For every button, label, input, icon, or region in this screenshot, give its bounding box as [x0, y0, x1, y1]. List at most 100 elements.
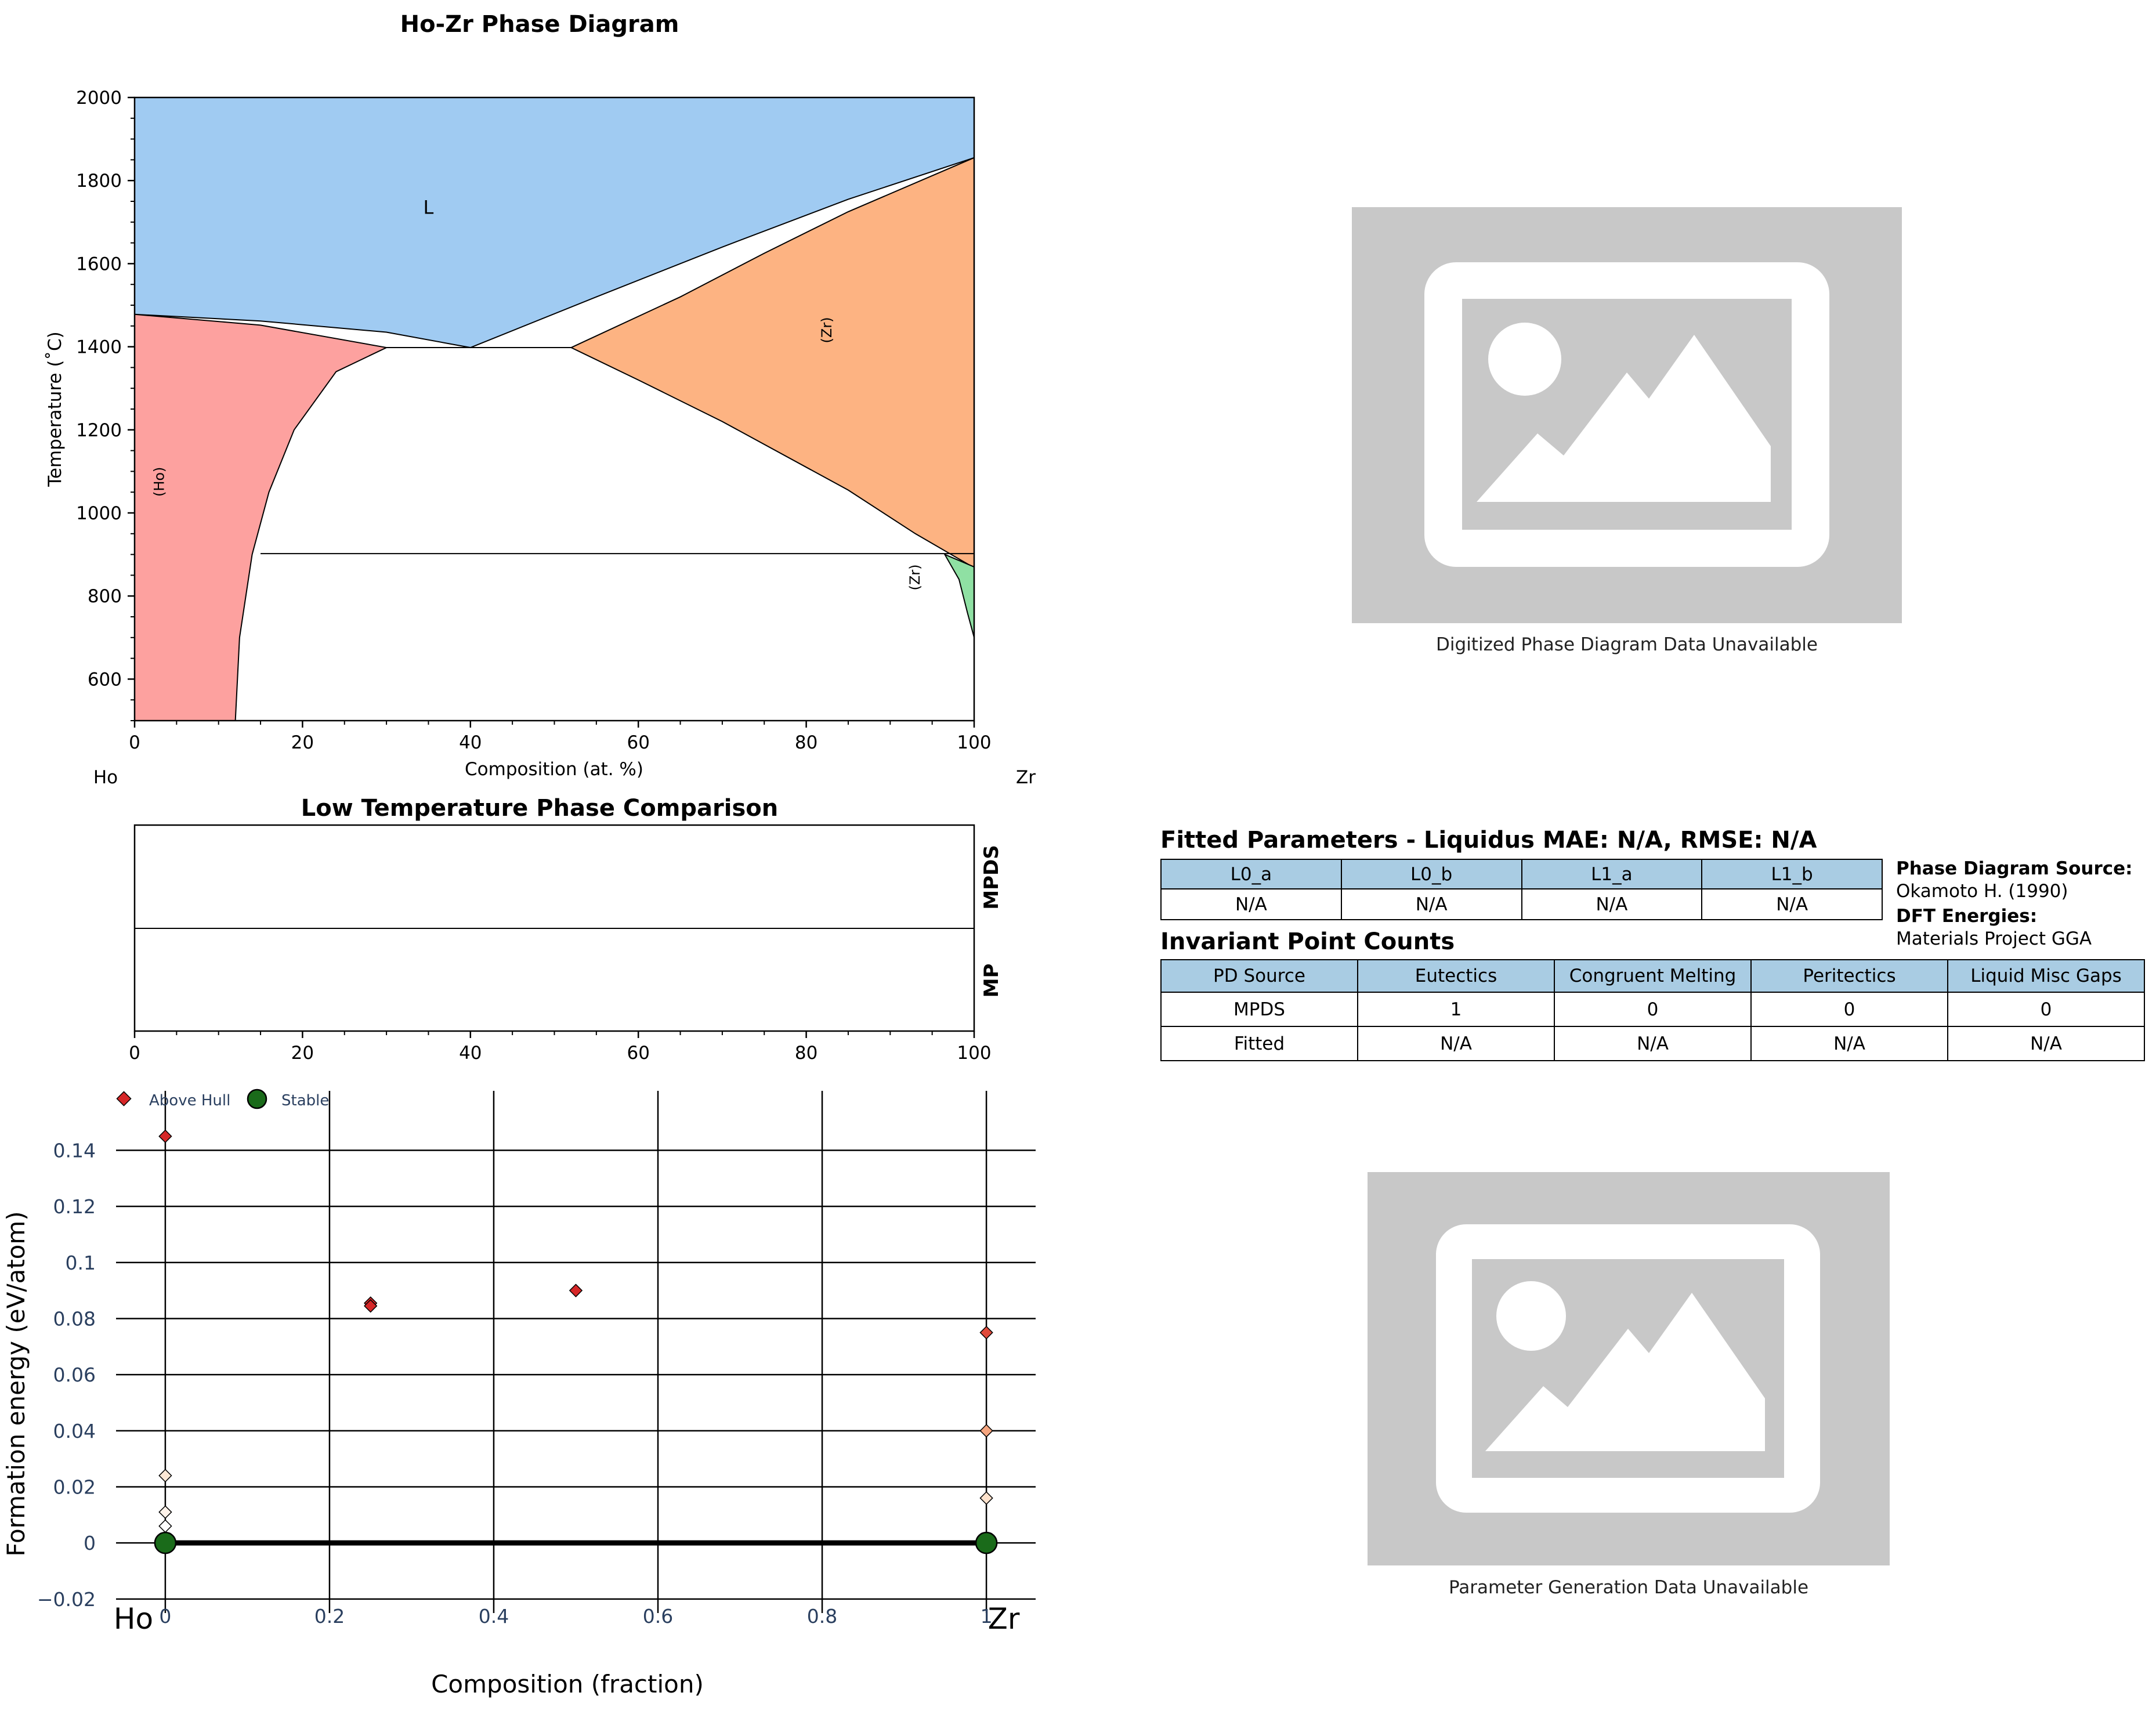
phase-diagram-chart: Ho-Zr Phase Diagram L (Zr) (Ho) (Zr) 0 20 40 6… — [45, 11, 1036, 788]
invariant-row-fitted: Fitted N/A N/A N/A N/A — [1160, 1026, 2145, 1061]
legend-label-stable: Stable — [281, 1092, 329, 1109]
invariant-header-row: PD Source Eutectics Congruent Melting Pe… — [1160, 959, 2145, 993]
digitized-image-placeholder — [1352, 207, 1902, 623]
invariant-cell: Fitted — [1160, 1026, 1358, 1061]
x-tick-label: 60 — [627, 732, 649, 753]
phase-label: (Ho) — [151, 467, 168, 497]
x-axis-label: Composition (fraction) — [431, 1670, 704, 1698]
x-tick-label: 100 — [957, 732, 991, 753]
fitted-header-cell: L1_b — [1701, 859, 1883, 889]
invariant-cell: 0 — [1750, 992, 1948, 1027]
y-tick-label: 800 — [88, 586, 122, 607]
legend-label-above-hull: Above Hull — [149, 1092, 230, 1109]
phase-label: L — [424, 196, 434, 218]
y-tick-label: 600 — [88, 669, 122, 690]
image-placeholder-icon — [1436, 1224, 1820, 1513]
fitted-parameters-title: Fitted Parameters - Liquidus MAE: N/A, R… — [1160, 827, 1817, 854]
row-label-mp: MP — [980, 964, 1003, 998]
x-tick-label: 20 — [291, 732, 314, 753]
image-placeholder-icon — [1424, 262, 1829, 567]
x-tick-label: 100 — [957, 1043, 991, 1064]
element-right-label: Zr — [1016, 767, 1036, 788]
x-tick-label: 80 — [795, 732, 817, 753]
phase-label: (Zr) — [819, 317, 835, 343]
parameter-caption: Parameter Generation Data Unavailable — [1448, 1577, 1809, 1598]
fitted-value-row: N/A N/A N/A N/A — [1160, 888, 1883, 920]
phase-diagram-title: Ho-Zr Phase Diagram — [400, 11, 679, 38]
y-tick-label: −0.02 — [37, 1588, 96, 1611]
pd-source-label: Phase Diagram Source: — [1896, 858, 2133, 879]
parameter-image-placeholder — [1368, 1172, 1890, 1565]
invariant-counts-table: PD Source Eutectics Congruent Melting Pe… — [1160, 959, 2145, 1061]
formation-energy-chart: −0.02 0 0.02 0.04 0.06 0.08 0.1 0.12 0.14 0 0.2 0.… — [2, 1089, 1036, 1698]
x-tick-label: 0.2 — [314, 1605, 345, 1628]
above-hull-marker — [158, 1519, 172, 1533]
y-tick-label: 0.06 — [53, 1364, 96, 1386]
invariant-cell: N/A — [1357, 1026, 1555, 1061]
fitted-parameters-table: L0_a L0_b L1_a L1_b N/A N/A N/A N/A — [1160, 859, 1883, 920]
y-tick-label: 0.1 — [66, 1252, 96, 1274]
source-info: Phase Diagram Source: Okamoto H. (1990) … — [1896, 858, 2133, 950]
invariant-header-cell: Eutectics — [1357, 959, 1555, 993]
element-left-label: Ho — [114, 1602, 153, 1636]
invariant-cell: 1 — [1357, 992, 1555, 1027]
fitted-header-row: L0_a L0_b L1_a L1_b — [1160, 859, 1883, 889]
y-tick-label: 1600 — [76, 254, 122, 274]
y-axis-label: Formation energy (eV/atom) — [2, 1211, 30, 1556]
x-tick-label: 0 — [129, 1043, 140, 1064]
stable-marker — [154, 1531, 177, 1554]
above-hull-marker — [979, 1424, 993, 1438]
y-tick-label: 1000 — [76, 503, 122, 524]
above-hull-marker — [158, 1505, 172, 1519]
fitted-value-cell: N/A — [1521, 888, 1703, 920]
x-tick-label: 20 — [291, 1043, 314, 1064]
above-hull-marker — [979, 1491, 993, 1505]
invariant-cell: 0 — [1554, 992, 1752, 1027]
y-tick-label: 0.08 — [53, 1308, 96, 1330]
y-tick-label: 2000 — [76, 88, 122, 109]
above-hull-marker — [158, 1469, 172, 1482]
x-tick-label: 0.8 — [807, 1605, 837, 1628]
invariant-header-cell: Peritectics — [1750, 959, 1948, 993]
y-tick-label: 1200 — [76, 420, 122, 441]
x-tick-label: 0 — [129, 732, 140, 753]
invariant-header-cell: Liquid Misc Gaps — [1947, 959, 2145, 993]
element-right-label: Zr — [988, 1602, 1020, 1636]
legend-marker-above-hull — [116, 1091, 132, 1106]
fitted-header-cell: L1_a — [1521, 859, 1703, 889]
row-label-mpds: MPDS — [980, 845, 1003, 909]
chart-legend: Above Hull Stable — [116, 1089, 329, 1109]
invariant-cell: MPDS — [1160, 992, 1358, 1027]
fitted-value-cell: N/A — [1160, 888, 1342, 920]
x-tick-label: 0.6 — [643, 1605, 673, 1628]
dft-energies-value: Materials Project GGA — [1896, 928, 2092, 949]
y-axis-label: Temperature (˚C) — [45, 331, 66, 487]
x-tick-label: 1 — [981, 1605, 993, 1628]
x-tick-label: 0 — [159, 1605, 171, 1628]
x-tick-label: 60 — [627, 1043, 649, 1064]
digitized-caption: Digitized Phase Diagram Data Unavailable — [1436, 634, 1818, 655]
y-tick-label: 0.14 — [53, 1140, 96, 1162]
invariant-cell: 0 — [1947, 992, 2145, 1027]
invariant-header-cell: Congruent Melting — [1554, 959, 1752, 993]
legend-marker-stable — [247, 1089, 267, 1109]
above-hull-marker — [569, 1283, 583, 1297]
y-tick-label: 0.04 — [53, 1420, 96, 1442]
fitted-value-cell: N/A — [1340, 888, 1522, 920]
fitted-value-cell: N/A — [1701, 888, 1883, 920]
invariant-cell: N/A — [1554, 1026, 1752, 1061]
invariant-header-cell: PD Source — [1160, 959, 1358, 993]
x-tick-label: 40 — [459, 732, 482, 753]
y-tick-label: 0.02 — [53, 1476, 96, 1499]
phase-region-zr-low — [943, 553, 975, 638]
x-axis-label: Composition (at. %) — [465, 759, 643, 780]
y-tick-label: 0 — [84, 1532, 96, 1554]
invariant-counts-title: Invariant Point Counts — [1160, 928, 1455, 955]
invariant-cell: N/A — [1947, 1026, 2145, 1061]
phase-label: (Zr) — [907, 564, 923, 590]
invariant-row-mpds: MPDS 1 0 0 0 — [1160, 992, 2145, 1027]
y-tick-label: 1400 — [76, 337, 122, 358]
fitted-header-cell: L0_b — [1340, 859, 1522, 889]
pd-source-value: Okamoto H. (1990) — [1896, 881, 2068, 902]
y-tick-label: 1800 — [76, 171, 122, 191]
